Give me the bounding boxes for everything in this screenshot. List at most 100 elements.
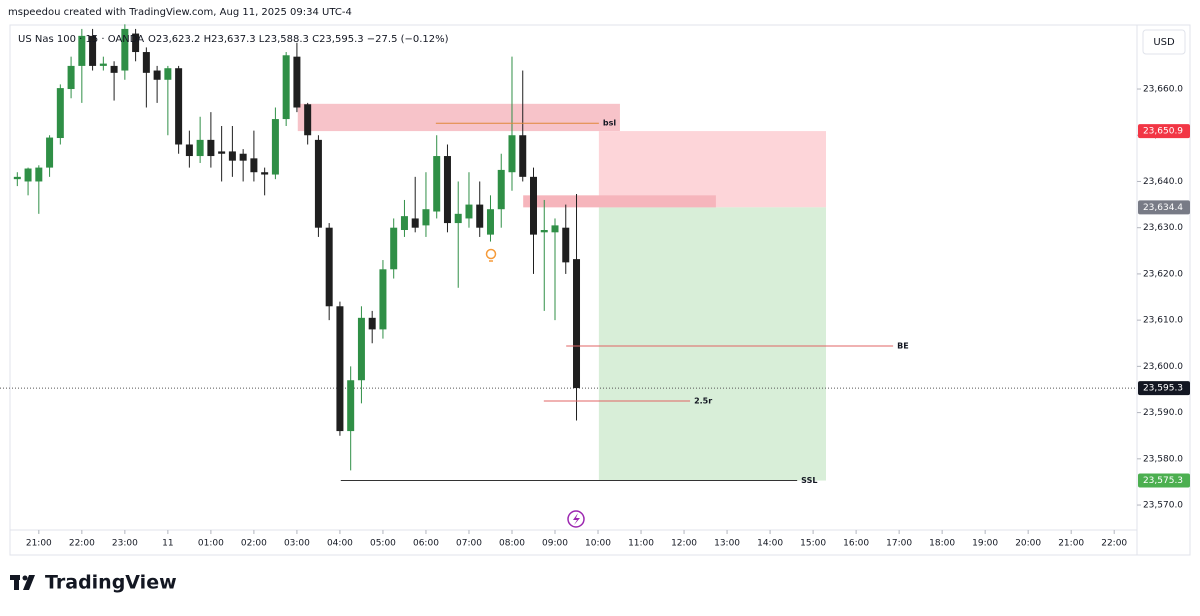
candle-body <box>121 28 129 71</box>
x-tick-label: 22:00 <box>69 539 95 549</box>
y-tick-label: 23,660.0 <box>1143 85 1183 95</box>
zone <box>297 103 620 132</box>
x-tick-label: 15:00 <box>800 539 826 549</box>
candle-body <box>35 167 43 182</box>
candle-body <box>529 176 537 235</box>
footer: TradingView <box>45 572 177 594</box>
candle-body <box>411 218 419 228</box>
candle-body <box>497 169 505 210</box>
y-tick-label: 23,620.0 <box>1143 269 1183 279</box>
x-tick-label: 14:00 <box>757 539 783 549</box>
candle-body <box>271 119 279 175</box>
candle-body <box>551 225 559 233</box>
x-tick-label: 21:00 <box>26 539 52 549</box>
x-tick-label: 20:00 <box>1015 539 1041 549</box>
idea-icon <box>485 248 497 262</box>
candle-body <box>239 153 247 161</box>
y-tick-label: 23,640.0 <box>1143 177 1183 187</box>
candle-body <box>67 65 75 90</box>
candle-body <box>250 158 258 173</box>
candle-body <box>357 317 365 381</box>
candle-body <box>465 204 473 219</box>
y-tick-label: 23,590.0 <box>1143 408 1183 418</box>
x-tick-label: 23:00 <box>112 539 138 549</box>
price-label: 23,650.9 <box>1143 127 1183 137</box>
candle-body <box>99 63 107 66</box>
x-tick-label: 16:00 <box>843 539 869 549</box>
candle-body <box>89 35 97 66</box>
x-tick-label: 11 <box>162 539 173 549</box>
x-tick-label: 04:00 <box>327 539 353 549</box>
currency-button[interactable] <box>1142 29 1186 55</box>
x-tick-label: 01:00 <box>198 539 224 549</box>
x-tick-label: 11:00 <box>628 539 654 549</box>
y-tick-label: 23,580.0 <box>1143 454 1183 464</box>
candle-body <box>261 172 269 175</box>
candle-body <box>228 151 236 161</box>
candle-body <box>390 227 398 270</box>
candle-body <box>573 259 581 389</box>
candle-body <box>476 204 484 228</box>
candle-body <box>347 380 355 432</box>
price-label: 23,595.3 <box>1143 384 1183 394</box>
candle-body <box>293 56 301 108</box>
y-tick-label: 23,570.0 <box>1143 501 1183 511</box>
candle-body <box>540 230 548 233</box>
candle-body <box>46 137 54 168</box>
price-label: 23,575.3 <box>1143 476 1183 486</box>
header: mspeedou created with TradingView.com, A… <box>8 7 352 18</box>
currency[interactable]: USD <box>1153 37 1175 48</box>
candle-body <box>24 168 32 182</box>
events-icon[interactable] <box>567 510 585 528</box>
candle-body <box>379 269 387 330</box>
x-tick-label: 13:00 <box>714 539 740 549</box>
level-label: bsl <box>603 119 616 128</box>
candle-body <box>282 55 290 120</box>
ohlc: O23,623.2 H23,637.3 L23,588.3 C23,595.3 … <box>148 34 449 45</box>
price-label-bg <box>1138 473 1190 488</box>
x-tick-label: 19:00 <box>972 539 998 549</box>
candle-body <box>110 65 118 73</box>
candle-body <box>132 33 140 53</box>
candle-body <box>422 209 430 226</box>
candle-body <box>400 216 408 231</box>
x-tick-label: 09:00 <box>542 539 568 549</box>
candle-body <box>508 135 516 173</box>
candle-body <box>142 52 150 73</box>
candle-body <box>56 88 64 139</box>
x-tick-label: 21:00 <box>1058 539 1084 549</box>
candle-body <box>13 176 21 180</box>
candle-body <box>562 227 570 263</box>
x-tick-label: 12:00 <box>671 539 697 549</box>
candle-body <box>314 139 322 228</box>
zone <box>598 131 826 208</box>
level-label: 2.5r <box>694 397 712 406</box>
candle-body <box>153 70 161 80</box>
candle-body <box>454 213 462 224</box>
y-tick-label: 23,630.0 <box>1143 223 1183 233</box>
x-tick-label: 10:00 <box>585 539 611 549</box>
price-label-bg <box>1138 200 1190 215</box>
y-tick-label: 23,600.0 <box>1143 362 1183 372</box>
overlay: US Nas 100 · 15 · OANDA O23,623.2 H23,63… <box>10 29 1186 594</box>
x-tick-label: 06:00 <box>413 539 439 549</box>
candle-body <box>185 144 193 157</box>
frame <box>9 24 1191 556</box>
candle-body <box>218 151 226 154</box>
candle-body <box>336 306 344 432</box>
symbol: US Nas 100 · 15 · OANDA <box>18 34 144 45</box>
candle-body <box>304 104 312 136</box>
y-tick-label: 23,610.0 <box>1143 316 1183 326</box>
candle-body <box>164 68 172 80</box>
plot: 23,570.0 23,580.0 23,590.0 23,600.0 23,610.0… <box>0 24 1190 549</box>
price-label-bg <box>1138 381 1190 396</box>
x-tick-label: 22:00 <box>1101 539 1127 549</box>
candle-body <box>443 156 451 224</box>
candle-body <box>519 135 527 177</box>
x-tick-label: 03:00 <box>284 539 310 549</box>
candle-body <box>433 156 441 212</box>
candle-body <box>196 139 204 157</box>
candle-body <box>325 227 333 307</box>
x-tick-label: 08:00 <box>499 539 525 549</box>
